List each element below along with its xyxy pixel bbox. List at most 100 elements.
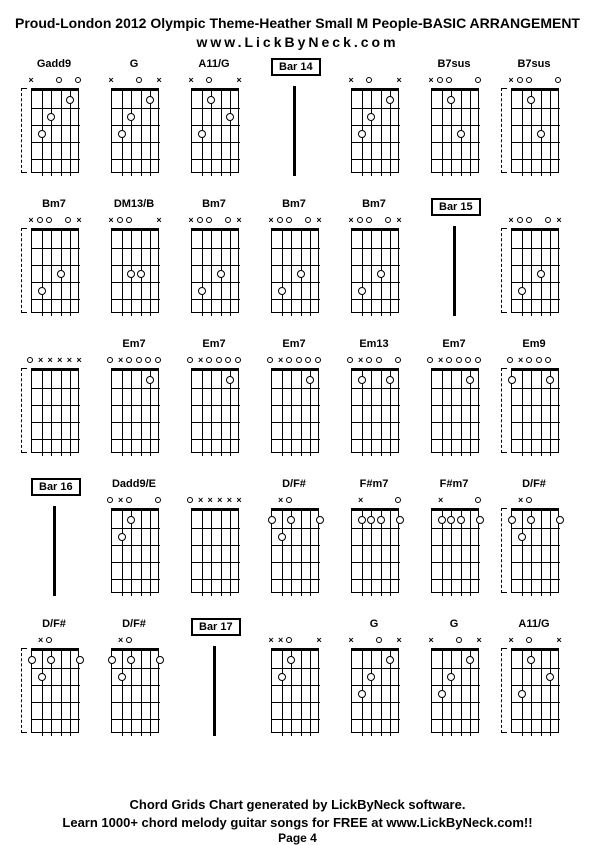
finger-dot bbox=[527, 516, 535, 524]
mute-marker: × bbox=[107, 216, 115, 224]
chord-diagram: G×× bbox=[101, 58, 167, 183]
finger-dot bbox=[226, 376, 234, 384]
finger-dot bbox=[396, 516, 404, 524]
finger-dot bbox=[118, 533, 126, 541]
open-marker bbox=[206, 77, 212, 83]
open-marker bbox=[526, 77, 532, 83]
finger-dot bbox=[47, 656, 55, 664]
open-marker bbox=[56, 77, 62, 83]
chord-diagram: ××× bbox=[261, 618, 327, 743]
mute-marker: × bbox=[427, 76, 435, 84]
mute-marker: × bbox=[107, 76, 115, 84]
fretboard bbox=[431, 648, 479, 733]
mute-marker: × bbox=[507, 636, 515, 644]
page-number: Page 4 bbox=[0, 831, 595, 845]
finger-dot bbox=[226, 113, 234, 121]
nut-markers: ×× bbox=[111, 76, 161, 86]
nut-markers: ×× bbox=[351, 76, 401, 86]
fretboard bbox=[31, 648, 79, 733]
mute-marker: × bbox=[27, 216, 35, 224]
fretboard bbox=[431, 88, 479, 173]
finger-dot bbox=[537, 270, 545, 278]
open-marker bbox=[187, 497, 193, 503]
finger-dot bbox=[137, 270, 145, 278]
open-marker bbox=[305, 357, 311, 363]
mute-marker: × bbox=[37, 636, 45, 644]
nut-markers: ×× bbox=[351, 216, 401, 226]
finger-dot bbox=[466, 656, 474, 664]
finger-dot bbox=[518, 690, 526, 698]
finger-dot bbox=[358, 376, 366, 384]
page-title: Proud-London 2012 Olympic Theme-Heather … bbox=[0, 15, 595, 31]
open-marker bbox=[126, 217, 132, 223]
chord-name: Bm7 bbox=[261, 198, 327, 210]
open-marker bbox=[155, 357, 161, 363]
chord-name: Gadd9 bbox=[21, 58, 87, 70]
mute-marker: × bbox=[46, 356, 54, 364]
mute-marker: × bbox=[187, 216, 195, 224]
mute-marker: × bbox=[225, 496, 233, 504]
finger-dot bbox=[447, 516, 455, 524]
open-marker bbox=[46, 637, 52, 643]
fretboard bbox=[191, 88, 239, 173]
fretboard bbox=[31, 88, 79, 173]
fretboard bbox=[271, 228, 319, 313]
chord-name: Em7 bbox=[181, 338, 247, 350]
finger-dot bbox=[127, 270, 135, 278]
open-marker bbox=[475, 77, 481, 83]
nut-markers: × bbox=[511, 496, 561, 506]
open-marker bbox=[456, 357, 462, 363]
mute-marker: × bbox=[75, 356, 83, 364]
open-marker bbox=[427, 357, 433, 363]
finger-dot bbox=[367, 673, 375, 681]
nut-markers: × bbox=[431, 496, 481, 506]
nut-markers: × bbox=[111, 496, 161, 506]
finger-dot bbox=[476, 516, 484, 524]
finger-dot bbox=[278, 673, 286, 681]
open-marker bbox=[347, 357, 353, 363]
nut-markers: ×× bbox=[511, 216, 561, 226]
bar-marker: Bar 16 bbox=[21, 478, 87, 603]
mute-marker: × bbox=[197, 356, 205, 364]
mute-marker: × bbox=[216, 496, 224, 504]
open-marker bbox=[136, 357, 142, 363]
chord-diagram: D/F#× bbox=[261, 478, 327, 603]
nut-markers: × bbox=[351, 496, 401, 506]
mute-marker: × bbox=[517, 496, 525, 504]
open-marker bbox=[395, 497, 401, 503]
finger-dot bbox=[386, 96, 394, 104]
open-marker bbox=[296, 357, 302, 363]
nut-markers: ×× bbox=[111, 216, 161, 226]
mute-marker: × bbox=[475, 636, 483, 644]
mute-marker: × bbox=[555, 636, 563, 644]
mute-marker: × bbox=[347, 636, 355, 644]
fretboard bbox=[271, 648, 319, 733]
finger-dot bbox=[367, 113, 375, 121]
open-marker bbox=[126, 497, 132, 503]
finger-dot bbox=[386, 376, 394, 384]
chord-name: Em7 bbox=[261, 338, 327, 350]
open-marker bbox=[366, 217, 372, 223]
finger-dot bbox=[118, 673, 126, 681]
chord-diagram: Bm7×× bbox=[181, 198, 247, 323]
mute-marker: × bbox=[277, 496, 285, 504]
mute-marker: × bbox=[187, 76, 195, 84]
finger-dot bbox=[457, 130, 465, 138]
finger-dot bbox=[358, 516, 366, 524]
finger-dot bbox=[127, 516, 135, 524]
nut-markers: × bbox=[351, 356, 401, 366]
mute-marker: × bbox=[37, 356, 45, 364]
chord-diagram: D/F#× bbox=[101, 618, 167, 743]
finger-dot bbox=[76, 656, 84, 664]
open-marker bbox=[395, 357, 401, 363]
chord-name: Bm7 bbox=[21, 198, 87, 210]
finger-dot bbox=[447, 96, 455, 104]
bracket bbox=[21, 88, 27, 173]
nut-markers: × bbox=[111, 356, 161, 366]
finger-dot bbox=[287, 516, 295, 524]
finger-dot bbox=[546, 376, 554, 384]
mute-marker: × bbox=[357, 496, 365, 504]
chord-name: A11/G bbox=[501, 618, 567, 630]
chord-grid: Gadd9×G××A11/G××Bar 14××B7sus×B7sus×Bm7×… bbox=[21, 58, 575, 758]
nut-markers: × bbox=[271, 496, 321, 506]
